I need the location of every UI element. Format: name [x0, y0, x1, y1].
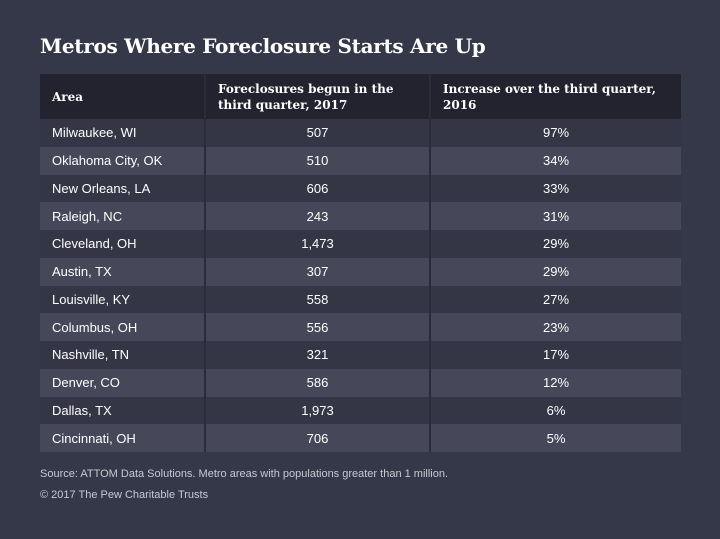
- table-row: Cleveland, OH 1,473 29%: [40, 230, 681, 258]
- cell-foreclosures: 321: [204, 341, 430, 369]
- table-row: Cincinnati, OH 706 5%: [40, 424, 681, 452]
- cell-increase: 31%: [429, 202, 681, 230]
- cell-foreclosures: 606: [204, 174, 430, 203]
- cell-increase: 33%: [429, 174, 681, 203]
- cell-area: Oklahoma City, OK: [40, 146, 205, 175]
- cell-foreclosures: 243: [204, 202, 430, 230]
- cell-area: Milwaukee, WI: [40, 119, 205, 147]
- cell-area: Cleveland, OH: [40, 230, 205, 258]
- cell-increase: 29%: [429, 230, 681, 258]
- cell-area: Denver, CO: [40, 368, 205, 397]
- table-body: Milwaukee, WI 507 97% Oklahoma City, OK 510 3…: [40, 119, 681, 452]
- table-row: Austin, TX 307 29%: [40, 257, 681, 286]
- page-title: Metros Where Foreclosure Starts Are Up: [40, 34, 486, 58]
- cell-area: Raleigh, NC: [40, 202, 205, 230]
- cell-foreclosures: 1,973: [204, 396, 430, 425]
- cell-increase: 5%: [429, 424, 681, 452]
- source-note: Source: ATTOM Data Solutions. Metro area…: [40, 468, 449, 480]
- cell-increase: 29%: [429, 257, 681, 286]
- cell-increase: 97%: [429, 119, 681, 147]
- cell-increase: 6%: [429, 396, 681, 425]
- column-header-increase: Increase over the third quarter, 2016: [429, 74, 681, 119]
- cell-foreclosures: 558: [204, 285, 430, 314]
- cell-foreclosures: 510: [204, 146, 430, 175]
- table-row: Louisville, KY 558 27%: [40, 285, 681, 314]
- table-row: Milwaukee, WI 507 97%: [40, 119, 681, 147]
- table-header-row: Area Foreclosures begun in the third qua…: [40, 74, 681, 119]
- cell-area: Dallas, TX: [40, 396, 205, 425]
- cell-foreclosures: 586: [204, 368, 430, 397]
- cell-foreclosures: 556: [204, 313, 430, 341]
- cell-increase: 34%: [429, 146, 681, 175]
- table-row: Denver, CO 586 12%: [40, 368, 681, 397]
- cell-increase: 17%: [429, 341, 681, 369]
- cell-area: Columbus, OH: [40, 313, 205, 341]
- table-row: Oklahoma City, OK 510 34%: [40, 146, 681, 175]
- column-header-foreclosures: Foreclosures begun in the third quarter,…: [204, 74, 430, 119]
- table-row: New Orleans, LA 606 33%: [40, 174, 681, 203]
- table-row: Raleigh, NC 243 31%: [40, 202, 681, 230]
- cell-area: New Orleans, LA: [40, 174, 205, 203]
- copyright-note: © 2017 The Pew Charitable Trusts: [40, 489, 209, 501]
- foreclosure-table: Area Foreclosures begun in the third qua…: [40, 74, 681, 452]
- cell-area: Nashville, TN: [40, 341, 205, 369]
- cell-foreclosures: 1,473: [204, 230, 430, 258]
- table-row: Nashville, TN 321 17%: [40, 341, 681, 369]
- cell-increase: 23%: [429, 313, 681, 341]
- cell-area: Cincinnati, OH: [40, 424, 205, 452]
- column-header-area: Area: [40, 74, 205, 119]
- cell-area: Louisville, KY: [40, 285, 205, 314]
- cell-increase: 27%: [429, 285, 681, 314]
- cell-foreclosures: 507: [204, 119, 430, 147]
- cell-increase: 12%: [429, 368, 681, 397]
- table-row: Columbus, OH 556 23%: [40, 313, 681, 341]
- cell-foreclosures: 307: [204, 257, 430, 286]
- table-row: Dallas, TX 1,973 6%: [40, 396, 681, 425]
- cell-area: Austin, TX: [40, 257, 205, 286]
- cell-foreclosures: 706: [204, 424, 430, 452]
